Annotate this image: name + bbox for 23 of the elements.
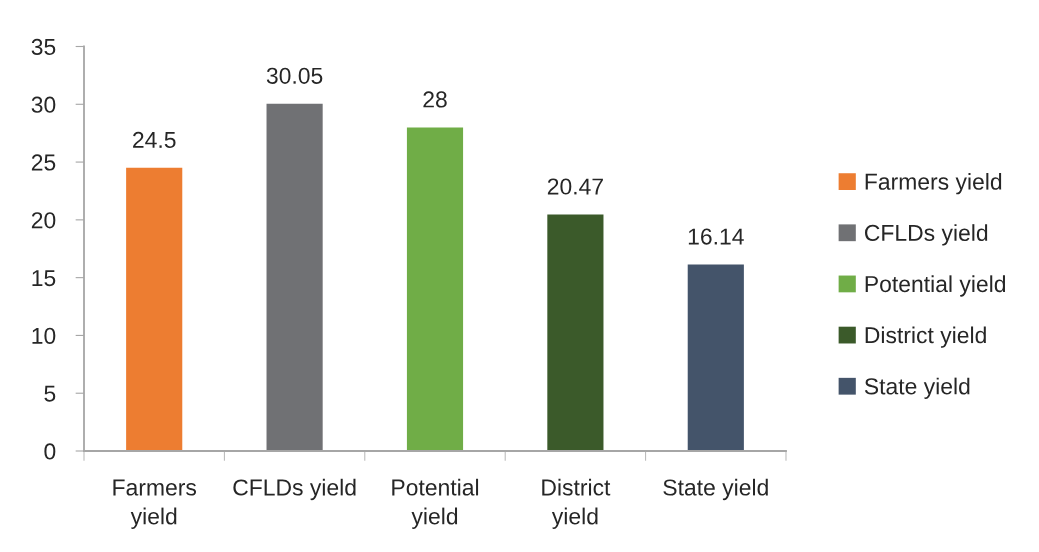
data-label: 24.5 [133, 131, 176, 149]
y-tick-label: 20 [31, 212, 56, 229]
data-label: 20.47 [547, 178, 603, 195]
y-tick-label: 5 [44, 385, 56, 402]
y-tick-label: 10 [32, 327, 56, 344]
x-tick-label: District yield [542, 478, 611, 529]
x-tick-label: Potential yield [392, 478, 479, 529]
y-tick-label: 30 [31, 96, 56, 113]
data-label: 16.14 [688, 228, 744, 245]
legend-label: State yield [864, 377, 970, 399]
x-tick-label: CFLDs yield [233, 478, 356, 501]
legend-label: Potential yield [865, 275, 1006, 297]
legend-label: Farmers yield [865, 173, 1002, 195]
data-label: 30.05 [266, 67, 323, 84]
legend-label: CFLDs yield [865, 224, 988, 246]
x-tick-label: State yield [663, 478, 768, 501]
legend-label: District yield [865, 326, 986, 348]
data-label: 28 [423, 91, 447, 108]
y-tick-label: 15 [32, 270, 56, 287]
y-tick-label: 35 [31, 38, 56, 56]
x-tick-label: Farmers yield [113, 479, 197, 529]
y-tick-label: 25 [31, 154, 56, 171]
y-tick-label: 0 [44, 443, 56, 460]
